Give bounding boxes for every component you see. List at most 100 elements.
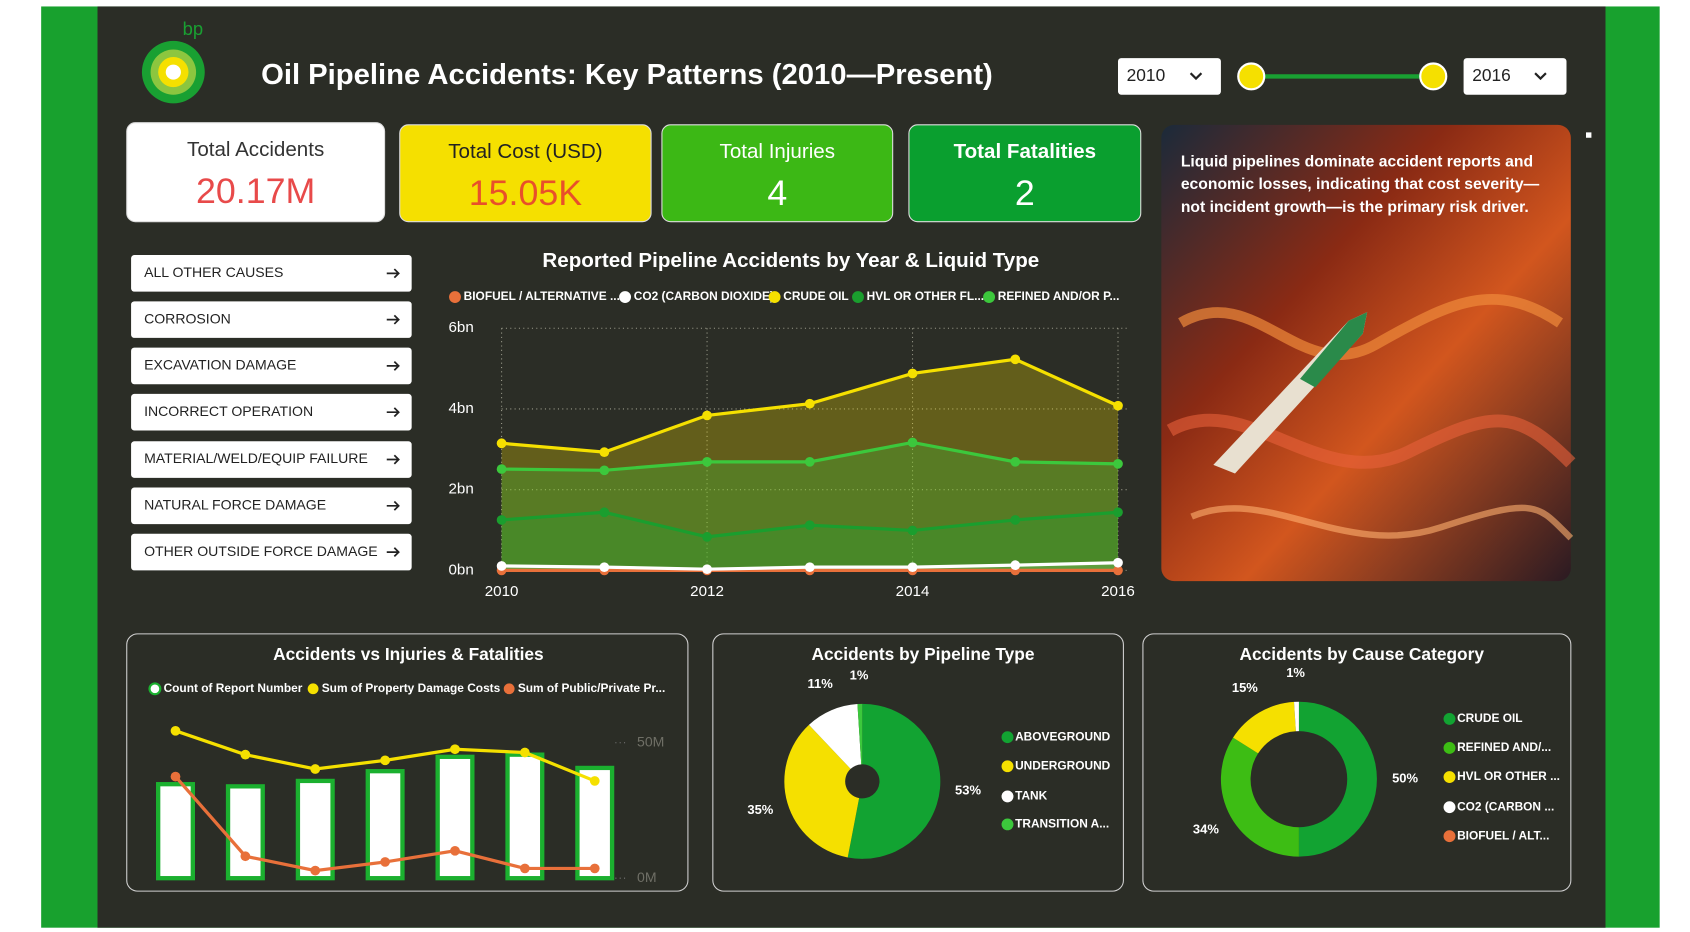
cause-button[interactable] <box>131 347 412 385</box>
arrow-icon <box>386 454 400 465</box>
data-point <box>450 845 460 856</box>
data-point <box>520 863 530 874</box>
data-label: 34% <box>1193 821 1219 836</box>
data-point <box>1010 456 1021 467</box>
bar <box>575 765 615 881</box>
bar <box>435 754 475 881</box>
y-tick-label: 0M <box>637 869 657 885</box>
cause-button[interactable] <box>131 255 412 292</box>
bar <box>225 784 265 881</box>
x-tick-label: 2010 <box>485 583 519 600</box>
cause-button[interactable] <box>131 441 412 478</box>
donut-slice <box>1220 737 1299 857</box>
dot <box>1586 132 1592 138</box>
data-point <box>907 368 918 379</box>
start-year: 2010 <box>1127 65 1166 85</box>
start-year-dropdown[interactable] <box>1118 58 1221 95</box>
legend-label: HVL OR OTHER FL... <box>867 289 984 303</box>
legend-label: CO2 (CARBON ... <box>1457 799 1554 813</box>
legend-marker <box>619 291 632 303</box>
data-point <box>1010 354 1021 365</box>
legend-marker <box>1001 760 1014 773</box>
legend-label: Sum of Public/Private Pr... <box>518 681 665 695</box>
legend-label: ABOVEGROUND <box>1015 729 1111 743</box>
panel <box>126 633 689 892</box>
logo <box>141 40 205 104</box>
data-point <box>520 747 530 758</box>
data-label: 50% <box>1392 771 1418 786</box>
data-point <box>310 865 321 876</box>
data-point <box>496 561 507 571</box>
legend-label: BIOFUEL / ALT... <box>1457 828 1549 842</box>
chart-title: Reported Pipeline Accidents by Year & Li… <box>542 249 1039 272</box>
area-fill <box>501 442 1118 571</box>
bar <box>505 752 545 881</box>
kpi-card <box>399 124 652 223</box>
cause-button[interactable] <box>131 393 412 431</box>
y-tick-label: 0bn <box>449 561 474 578</box>
legend-marker <box>983 291 996 303</box>
data-label: 1% <box>850 667 869 682</box>
data-point <box>589 776 600 786</box>
legend-marker <box>1443 801 1456 814</box>
x-tick-label: 2014 <box>896 583 930 600</box>
donut-slice <box>808 703 862 769</box>
data-point <box>170 771 181 782</box>
kpi-label: Total Fatalities <box>954 140 1096 163</box>
y-tick-label: 6bn <box>449 319 474 336</box>
cause-button[interactable] <box>131 301 412 338</box>
page-title: Oil Pipeline Accidents: Key Patterns (20… <box>261 59 993 91</box>
data-point <box>702 456 712 467</box>
data-point <box>1113 507 1123 518</box>
cause-button[interactable] <box>131 487 412 525</box>
slider-handle[interactable] <box>1237 62 1266 91</box>
data-point <box>240 749 251 760</box>
data-point <box>496 438 507 449</box>
data-point <box>907 525 918 536</box>
legend-label: CRUDE OIL <box>1457 711 1522 725</box>
data-point <box>804 520 815 531</box>
arrow-icon <box>386 407 400 418</box>
end-year-dropdown[interactable] <box>1463 58 1567 95</box>
legend-marker <box>1443 742 1456 754</box>
panel <box>1142 633 1572 892</box>
data-point <box>599 507 610 518</box>
cause-button-label: INCORRECT OPERATION <box>144 403 313 419</box>
data-point <box>380 755 390 766</box>
cause-button[interactable] <box>131 533 412 571</box>
cause-button-label: MATERIAL/WELD/EQUIP FAILURE <box>144 450 368 466</box>
kpi-label: Total Injuries <box>720 140 835 163</box>
legend-marker <box>1443 712 1456 725</box>
data-point <box>599 465 610 476</box>
legend-label: REFINED AND/... <box>1457 740 1551 754</box>
y-tick-label: 50M <box>637 733 664 749</box>
chart-title: Accidents by Pipeline Type <box>811 644 1034 664</box>
legend-label: CRUDE OIL <box>783 289 848 303</box>
slider-handle[interactable] <box>1419 62 1448 91</box>
panel <box>712 633 1124 892</box>
arrow-icon <box>386 314 400 325</box>
y-tick-label: 2bn <box>449 481 474 498</box>
kpi-label: Total Cost (USD) <box>448 140 602 163</box>
legend-label: TRANSITION A... <box>1015 817 1109 831</box>
chart-title: Accidents by Cause Category <box>1239 644 1484 664</box>
kpi-value: 20.17M <box>196 171 315 211</box>
legend-label: UNDERGROUND <box>1015 758 1111 772</box>
data-label: 35% <box>747 802 773 817</box>
data-label: 1% <box>1286 665 1305 680</box>
x-tick-label: 2016 <box>1101 583 1135 600</box>
chevron <box>1534 72 1547 81</box>
kpi-card <box>908 124 1142 223</box>
data-point <box>702 564 712 575</box>
chevron <box>1189 72 1203 81</box>
cause-button-label: EXCAVATION DAMAGE <box>144 357 296 373</box>
data-point <box>496 515 507 525</box>
insight-text: economic losses, indicating that cost se… <box>1181 176 1540 193</box>
data-point <box>804 398 815 409</box>
data-label: 11% <box>808 676 834 691</box>
data-point <box>1010 560 1021 570</box>
cause-button-label: OTHER OUTSIDE FORCE DAMAGE <box>144 543 378 559</box>
data-point <box>310 764 321 774</box>
